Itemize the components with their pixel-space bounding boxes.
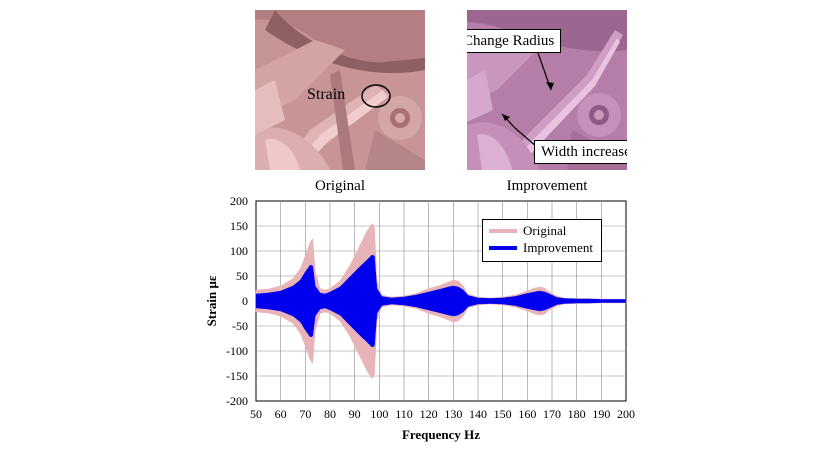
width-increase-callout: Width increase: [534, 140, 627, 164]
y-tick-label: 150: [230, 219, 248, 233]
legend-item-improvement: Improvement: [489, 240, 593, 256]
x-tick-label: 140: [469, 407, 487, 421]
x-tick-label: 60: [275, 407, 287, 421]
x-tick-label: 90: [349, 407, 361, 421]
legend-swatch-improvement: [489, 246, 517, 250]
x-tick-label: 130: [444, 407, 462, 421]
y-tick-label: -150: [226, 369, 248, 383]
improvement-part-image: Change Radius Width increase: [467, 10, 627, 170]
y-tick-label: -100: [226, 344, 248, 358]
y-tick-label: -200: [226, 394, 248, 408]
x-tick-label: 160: [518, 407, 536, 421]
legend-item-original: Original: [489, 223, 566, 239]
x-tick-label: 200: [617, 407, 635, 421]
x-tick-label: 110: [395, 407, 413, 421]
y-tick-label: 0: [242, 294, 248, 308]
x-tick-label: 150: [494, 407, 512, 421]
original-part-image: Strain: [255, 10, 425, 170]
chart-legend: Original Improvement: [482, 219, 602, 262]
x-tick-label: 80: [324, 407, 336, 421]
legend-swatch-original: [489, 229, 517, 233]
y-tick-label: -50: [232, 319, 248, 333]
x-axis-label: Frequency Hz: [402, 427, 480, 442]
x-tick-label: 120: [420, 407, 438, 421]
x-tick-label: 70: [299, 407, 311, 421]
y-tick-label: 200: [230, 194, 248, 208]
legend-label-improvement: Improvement: [523, 240, 594, 255]
original-caption: Original: [315, 178, 365, 194]
legend-label-original: Original: [523, 223, 567, 238]
y-axis-label: Strain με: [204, 275, 219, 326]
change-radius-callout: Change Radius: [467, 29, 562, 53]
x-tick-label: 180: [568, 407, 586, 421]
y-tick-label: 100: [230, 244, 248, 258]
strain-annotation: Strain: [307, 86, 346, 103]
x-tick-label: 50: [250, 407, 262, 421]
x-tick-label: 100: [370, 407, 388, 421]
improvement-caption: Improvement: [506, 178, 588, 194]
y-tick-label: 50: [236, 269, 248, 283]
x-tick-label: 190: [592, 407, 610, 421]
x-tick-label: 170: [543, 407, 561, 421]
